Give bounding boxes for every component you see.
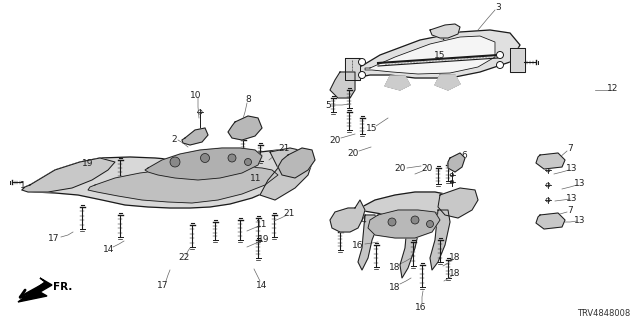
Text: 20: 20: [421, 164, 433, 172]
Text: 20: 20: [394, 164, 406, 172]
Polygon shape: [88, 167, 278, 203]
Text: 21: 21: [284, 209, 294, 218]
Polygon shape: [435, 75, 460, 90]
Text: 9: 9: [296, 161, 302, 170]
Text: 15: 15: [435, 51, 445, 60]
Circle shape: [200, 154, 209, 163]
Text: 3: 3: [495, 3, 501, 12]
Text: 22: 22: [179, 253, 189, 262]
Polygon shape: [22, 158, 115, 192]
Polygon shape: [345, 30, 520, 78]
Polygon shape: [400, 214, 420, 278]
Polygon shape: [430, 24, 460, 38]
Polygon shape: [510, 48, 525, 72]
Text: 15: 15: [366, 124, 378, 132]
Polygon shape: [358, 215, 378, 270]
Circle shape: [358, 71, 365, 78]
Polygon shape: [438, 188, 478, 218]
Polygon shape: [278, 148, 315, 178]
Text: 21: 21: [278, 143, 290, 153]
Text: 20: 20: [330, 135, 340, 145]
Text: 7: 7: [567, 205, 573, 214]
Polygon shape: [260, 148, 312, 200]
Polygon shape: [365, 36, 495, 74]
Polygon shape: [448, 153, 465, 172]
Polygon shape: [352, 192, 455, 216]
Circle shape: [358, 59, 365, 66]
Text: 12: 12: [607, 84, 619, 92]
Text: 11: 11: [250, 173, 262, 182]
Circle shape: [497, 61, 504, 68]
Polygon shape: [430, 210, 450, 270]
Text: 13: 13: [574, 215, 586, 225]
Polygon shape: [536, 153, 565, 169]
Circle shape: [411, 216, 419, 224]
Text: 4: 4: [360, 215, 366, 225]
Circle shape: [497, 52, 504, 59]
Polygon shape: [228, 116, 262, 140]
Text: 1: 1: [20, 180, 26, 189]
Text: 14: 14: [256, 281, 268, 290]
Circle shape: [426, 220, 433, 228]
Text: 13: 13: [566, 164, 578, 172]
Polygon shape: [22, 150, 308, 208]
Text: 20: 20: [348, 148, 358, 157]
Text: 8: 8: [245, 94, 251, 103]
Text: 14: 14: [103, 244, 115, 253]
Text: 6: 6: [461, 150, 467, 159]
Text: 19: 19: [83, 158, 93, 167]
Polygon shape: [536, 213, 565, 229]
Polygon shape: [385, 76, 410, 90]
Polygon shape: [345, 58, 360, 80]
Text: 18: 18: [449, 268, 461, 277]
Circle shape: [170, 157, 180, 167]
Polygon shape: [330, 72, 355, 98]
Text: 7: 7: [567, 143, 573, 153]
Polygon shape: [330, 200, 365, 232]
Text: 18: 18: [389, 262, 401, 271]
Circle shape: [388, 218, 396, 226]
Text: 2: 2: [171, 134, 177, 143]
Text: 16: 16: [415, 302, 427, 311]
Polygon shape: [182, 128, 208, 145]
Circle shape: [228, 154, 236, 162]
Text: 17: 17: [157, 281, 169, 290]
Text: 17: 17: [48, 234, 60, 243]
Text: 5: 5: [325, 100, 331, 109]
Text: 13: 13: [566, 194, 578, 203]
Text: 18: 18: [389, 283, 401, 292]
Text: 16: 16: [352, 241, 364, 250]
Text: 19: 19: [259, 235, 269, 244]
Text: 10: 10: [190, 91, 202, 100]
Text: 13: 13: [574, 179, 586, 188]
Polygon shape: [145, 148, 262, 180]
Text: FR.: FR.: [53, 282, 72, 292]
Polygon shape: [368, 210, 440, 238]
Circle shape: [244, 158, 252, 165]
Polygon shape: [18, 278, 52, 302]
Text: 11: 11: [256, 220, 268, 228]
Text: TRV4848008: TRV4848008: [577, 308, 630, 317]
Text: 18: 18: [449, 253, 461, 262]
